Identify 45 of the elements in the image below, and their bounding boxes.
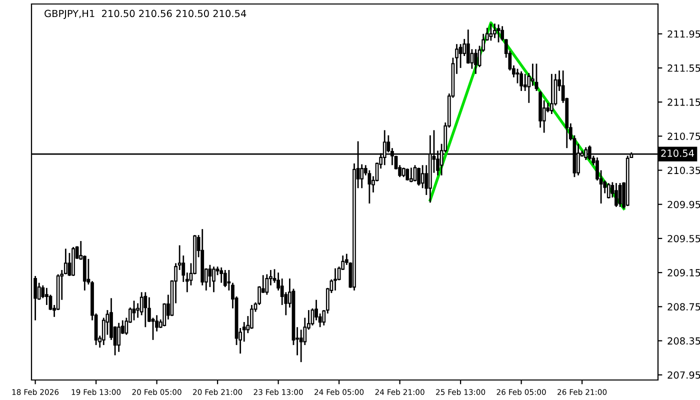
candlestick	[496, 24, 500, 44]
candlestick	[420, 164, 424, 189]
candlestick	[144, 291, 148, 328]
candlestick	[520, 70, 524, 92]
candlestick	[334, 268, 337, 292]
candlestick	[493, 22, 496, 39]
candlestick	[531, 62, 534, 87]
candlestick	[68, 252, 72, 277]
candlestick	[550, 73, 554, 115]
candlestick	[208, 264, 212, 288]
candlestick	[410, 167, 413, 183]
candlestick	[117, 322, 121, 353]
y-tick-label: 209.95	[668, 200, 700, 208]
candlestick	[212, 266, 216, 293]
candlestick	[534, 62, 538, 92]
candlestick	[614, 182, 618, 208]
candlestick	[406, 168, 410, 182]
ref-line-label: 210.54	[661, 150, 694, 157]
candlestick	[250, 304, 254, 330]
candlestick	[489, 22, 493, 42]
candlestick	[523, 73, 527, 92]
y-tick-label: 210.75	[668, 132, 700, 140]
candlestick	[402, 167, 406, 178]
candlestick	[474, 48, 478, 75]
candlestick	[606, 182, 610, 200]
candlestick	[220, 266, 224, 284]
y-tick-label: 211.95	[668, 30, 700, 38]
y-tick-label: 209.55	[668, 234, 700, 242]
y-tick-label: 208.35	[668, 337, 700, 345]
text: GBPJPY,H1 210.50 210.56 210.50 210.54	[44, 10, 246, 19]
candlestick	[417, 167, 420, 186]
y-tick-label: 209.15	[668, 269, 700, 276]
candlestick	[265, 274, 269, 296]
candlestick	[299, 329, 303, 363]
candlestick	[132, 300, 136, 322]
y-tick-label: 211.15	[668, 98, 700, 106]
candlestick	[360, 164, 364, 189]
y-tick-label: 207.95	[668, 371, 700, 379]
candlestick	[223, 269, 227, 288]
candlestick	[44, 287, 48, 306]
y-tick-label: 208.75	[668, 303, 700, 311]
candlestick	[618, 182, 622, 208]
y-tick-label: 211.55	[668, 64, 700, 72]
candlestick	[413, 164, 417, 182]
y-tick-label: 210.35	[668, 166, 700, 174]
